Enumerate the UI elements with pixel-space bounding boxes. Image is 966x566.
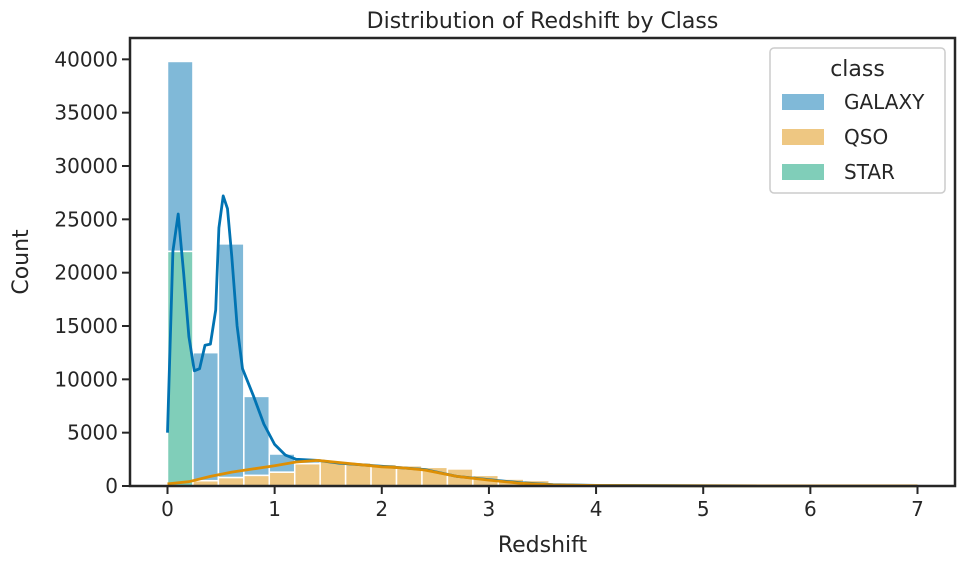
x-axis: 0 1 2 3 4 5 6 7 (161, 486, 924, 521)
legend-swatch-qso (782, 129, 824, 145)
y-tick-label: 40000 (54, 47, 118, 71)
bar-galaxy-3 (243, 395, 271, 477)
y-tick-label: 25000 (54, 207, 118, 231)
y-tick-label: 15000 (54, 314, 118, 338)
legend-swatch-star (782, 164, 824, 180)
x-tick-label: 4 (590, 497, 603, 521)
bar-qso-6 (319, 460, 347, 487)
bar-galaxy-0 (166, 60, 194, 253)
legend-title: class (830, 57, 885, 82)
chart-title: Distribution of Redshift by Class (367, 9, 719, 34)
legend: class GALAXY QSO STAR (769, 47, 946, 194)
bar-qso-2 (217, 476, 245, 487)
y-axis-label: Count (9, 229, 34, 295)
x-tick-label: 0 (161, 497, 174, 521)
plot-frame (128, 36, 957, 488)
x-tick-label: 1 (268, 497, 281, 521)
y-tick-label: 30000 (54, 154, 118, 178)
x-tick-label: 6 (804, 497, 817, 521)
y-tick-label: 0 (105, 474, 118, 498)
y-axis: 0 5000 10000 15000 20000 25000 30000 35000 40000 (54, 47, 130, 498)
bar-qso-5 (293, 462, 321, 487)
legend-box (769, 47, 946, 194)
legend-label-galaxy: GALAXY (844, 90, 925, 114)
x-axis-label: Redshift (498, 533, 588, 558)
x-tick-label: 2 (375, 497, 388, 521)
y-tick-label: 5000 (67, 421, 118, 445)
kde-line-galaxy (166, 194, 918, 488)
legend-swatch-galaxy (782, 94, 824, 110)
y-tick-label: 35000 (54, 101, 118, 125)
bars-layer (166, 60, 932, 487)
y-tick-label: 10000 (54, 367, 118, 391)
x-tick-label: 7 (911, 497, 924, 521)
y-tick-label: 20000 (54, 261, 118, 285)
x-tick-label: 5 (697, 497, 710, 521)
x-tick-label: 3 (483, 497, 496, 521)
bar-qso-4 (268, 471, 296, 487)
legend-label-star: STAR (844, 160, 895, 184)
kde-layer (166, 194, 918, 488)
bar-galaxy-1 (192, 351, 220, 482)
bar-qso-3 (243, 474, 271, 487)
legend-label-qso: QSO (844, 125, 888, 149)
bar-galaxy-2 (217, 243, 245, 479)
